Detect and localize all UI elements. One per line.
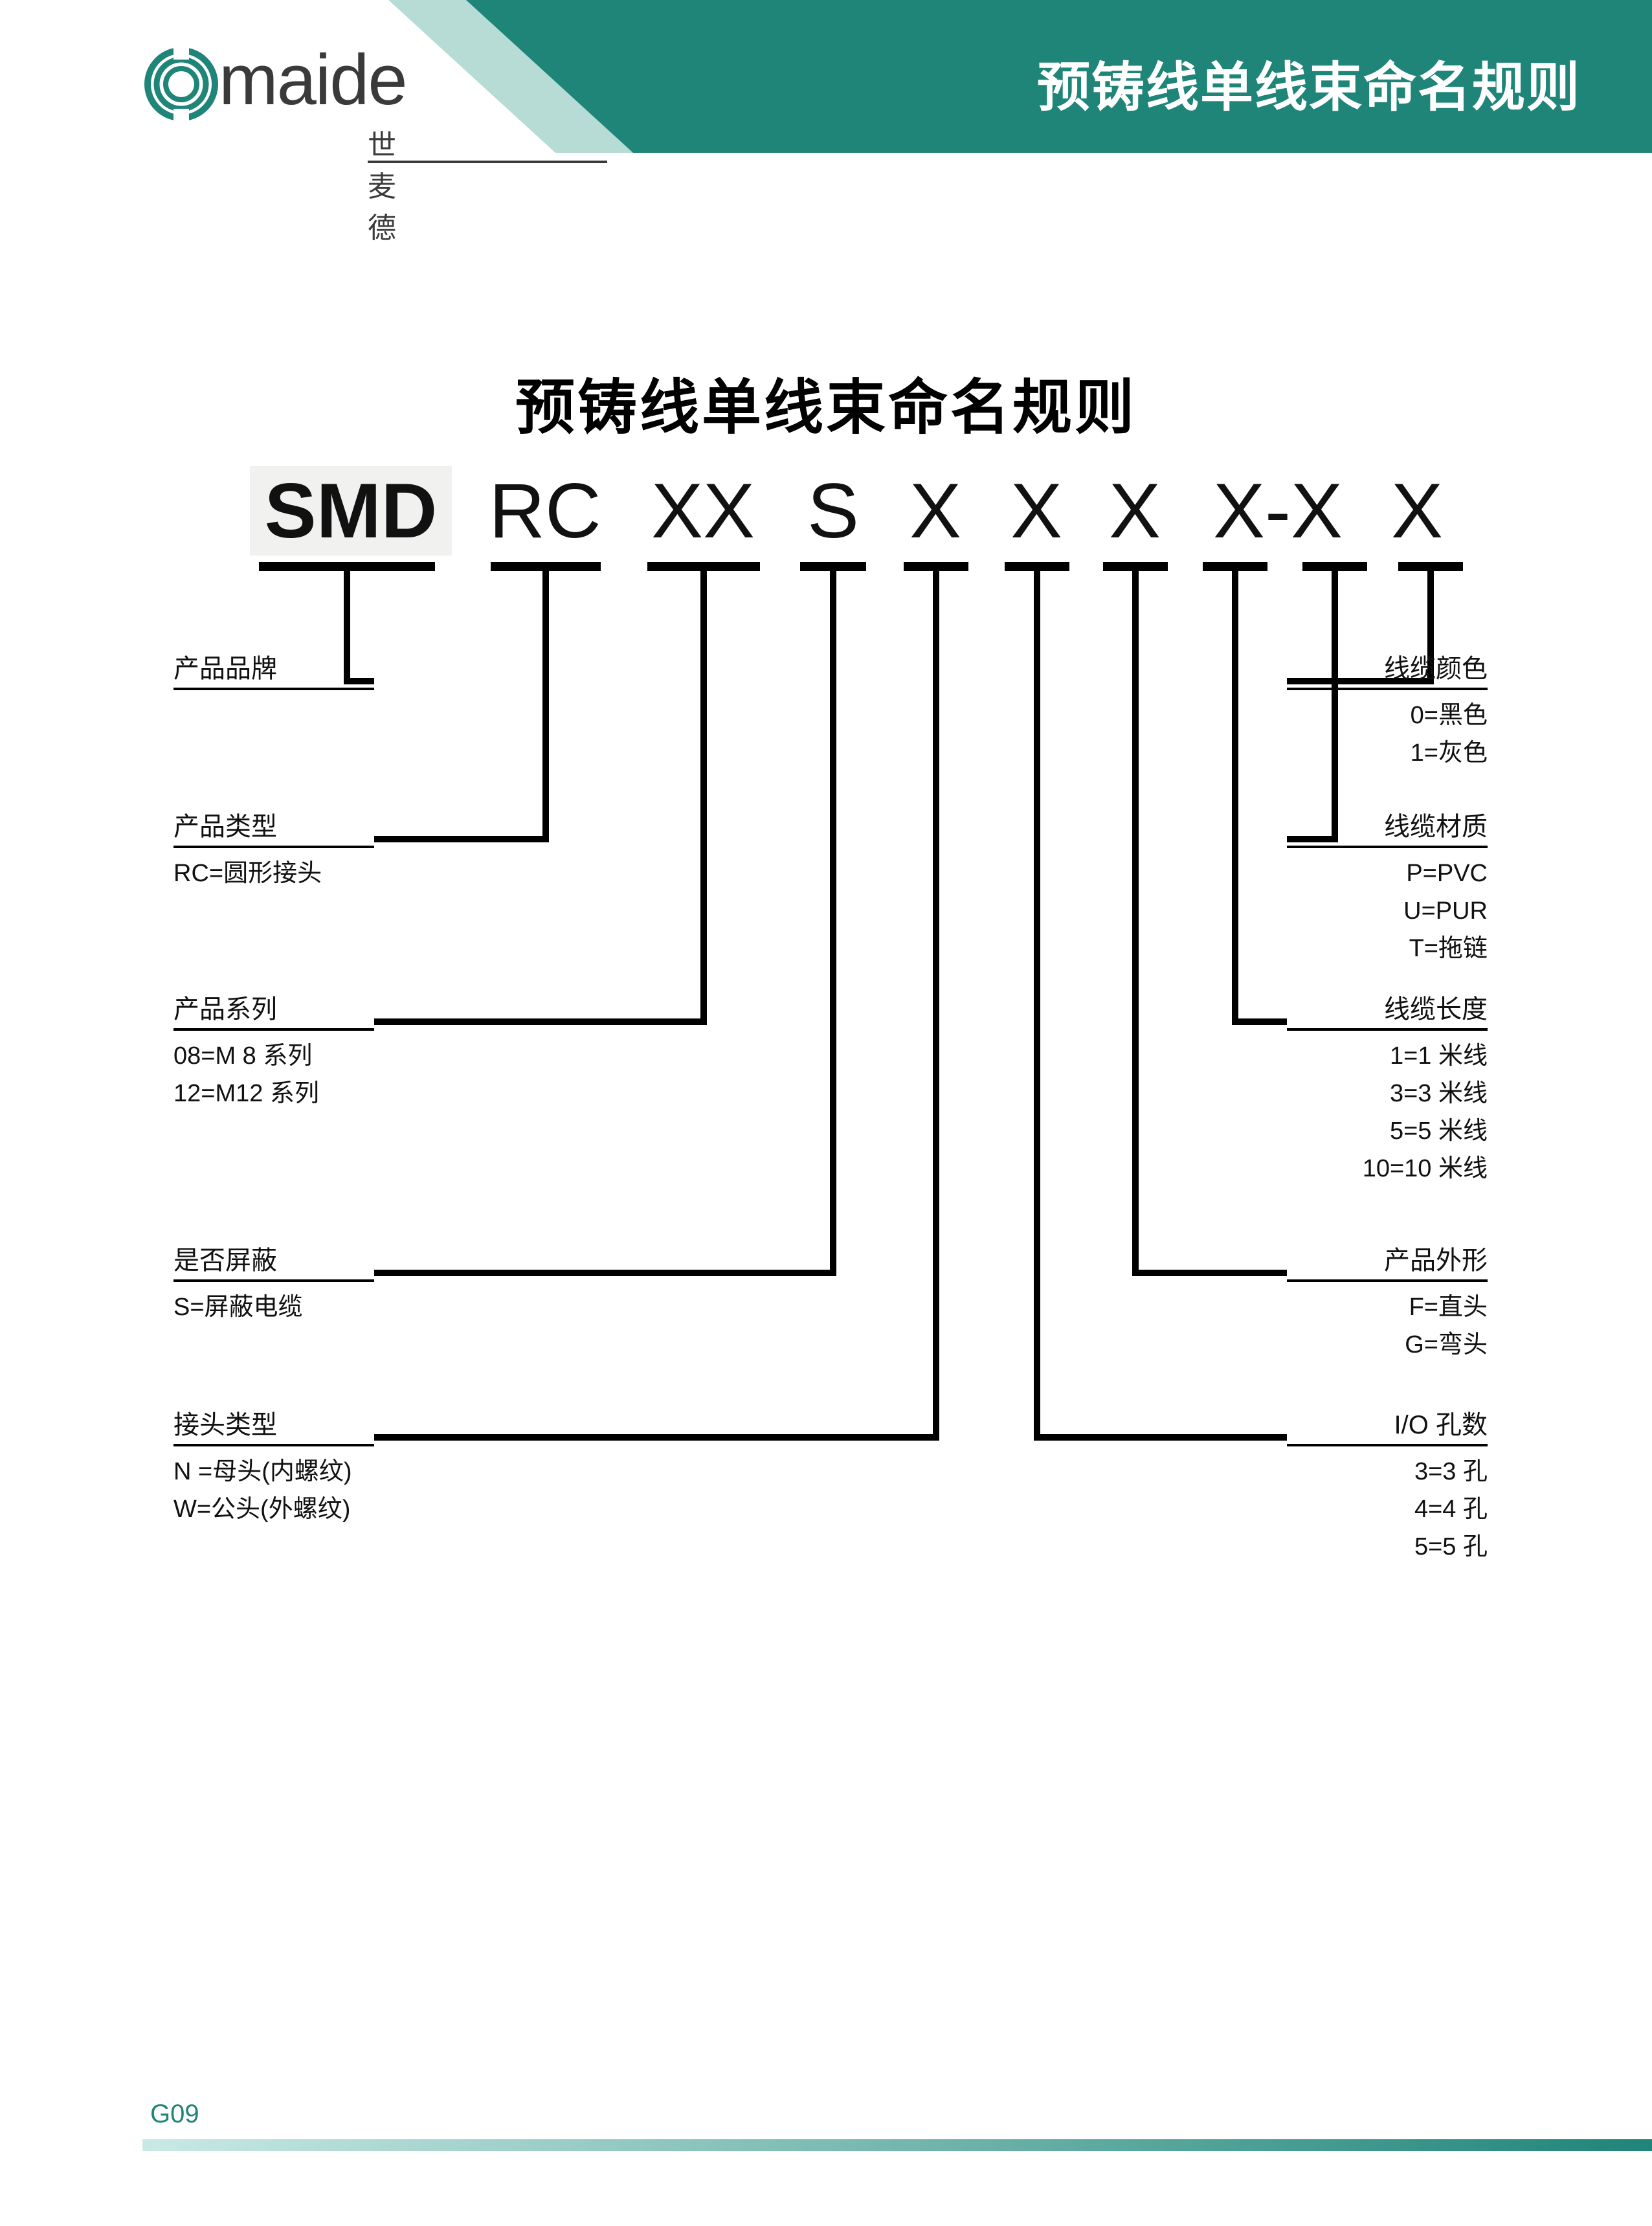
field-value: 1=灰色 — [1287, 734, 1488, 772]
field-left-3: 是否屏蔽 S=屏蔽电缆 — [173, 1239, 374, 1326]
field-values: 08=M 8 系列12=M12 系列 — [173, 1037, 374, 1112]
field-value: 5=5 孔 — [1287, 1528, 1488, 1566]
field-title: 产品类型 — [173, 805, 374, 848]
field-value: N =母头(内螺纹) — [173, 1453, 374, 1490]
field-left-0: 产品品牌 — [173, 647, 374, 690]
field-title: 接头类型 — [173, 1404, 374, 1446]
field-right-1: 线缆材质 P=PVCU=PURT=拖链 — [1287, 805, 1488, 967]
field-values: 3=3 孔4=4 孔5=5 孔 — [1287, 1453, 1488, 1566]
field-title: 产品品牌 — [173, 647, 374, 690]
field-value: 5=5 米线 — [1287, 1112, 1488, 1150]
field-right-4: I/O 孔数 3=3 孔4=4 孔5=5 孔 — [1287, 1404, 1488, 1566]
field-title: 线缆颜色 — [1287, 647, 1488, 690]
field-title: 产品外形 — [1287, 1239, 1488, 1282]
field-values: S=屏蔽电缆 — [173, 1288, 374, 1326]
field-value: U=PUR — [1287, 892, 1488, 930]
field-value: S=屏蔽电缆 — [173, 1288, 374, 1326]
field-right-2: 线缆长度 1=1 米线3=3 米线5=5 米线10=10 米线 — [1287, 988, 1488, 1187]
field-values: P=PVCU=PURT=拖链 — [1287, 855, 1488, 967]
field-value: 08=M 8 系列 — [173, 1037, 374, 1075]
field-title: 线缆材质 — [1287, 805, 1488, 848]
field-value: 4=4 孔 — [1287, 1490, 1488, 1528]
field-title: 是否屏蔽 — [173, 1239, 374, 1282]
field-right-3: 产品外形 F=直头G=弯头 — [1287, 1239, 1488, 1364]
field-value: W=公头(外螺纹) — [173, 1490, 374, 1528]
field-value: 12=M12 系列 — [173, 1075, 374, 1112]
field-values: 1=1 米线3=3 米线5=5 米线10=10 米线 — [1287, 1037, 1488, 1187]
field-left-2: 产品系列 08=M 8 系列12=M12 系列 — [173, 988, 374, 1112]
field-left-1: 产品类型 RC=圆形接头 — [173, 805, 374, 892]
field-value: 0=黑色 — [1287, 697, 1488, 734]
field-left-4: 接头类型 N =母头(内螺纹)W=公头(外螺纹) — [173, 1404, 374, 1528]
field-value: 10=10 米线 — [1287, 1150, 1488, 1187]
field-value: 3=3 米线 — [1287, 1075, 1488, 1112]
field-value: 1=1 米线 — [1287, 1037, 1488, 1075]
field-values: F=直头G=弯头 — [1287, 1288, 1488, 1364]
field-value: T=拖链 — [1287, 930, 1488, 967]
field-values: RC=圆形接头 — [173, 855, 374, 892]
field-right-0: 线缆颜色 0=黑色1=灰色 — [1287, 647, 1488, 772]
page-number: G09 — [150, 2100, 199, 2129]
field-values: 0=黑色1=灰色 — [1287, 697, 1488, 772]
field-value: G=弯头 — [1287, 1326, 1488, 1364]
footer-bar — [142, 2139, 1652, 2151]
field-values: N =母头(内螺纹)W=公头(外螺纹) — [173, 1453, 374, 1528]
field-title: I/O 孔数 — [1287, 1404, 1488, 1446]
field-title: 产品系列 — [173, 988, 374, 1031]
field-title: 线缆长度 — [1287, 988, 1488, 1031]
field-value: P=PVC — [1287, 855, 1488, 892]
field-value: RC=圆形接头 — [173, 855, 374, 892]
field-value: 3=3 孔 — [1287, 1453, 1488, 1490]
field-value: F=直头 — [1287, 1288, 1488, 1326]
